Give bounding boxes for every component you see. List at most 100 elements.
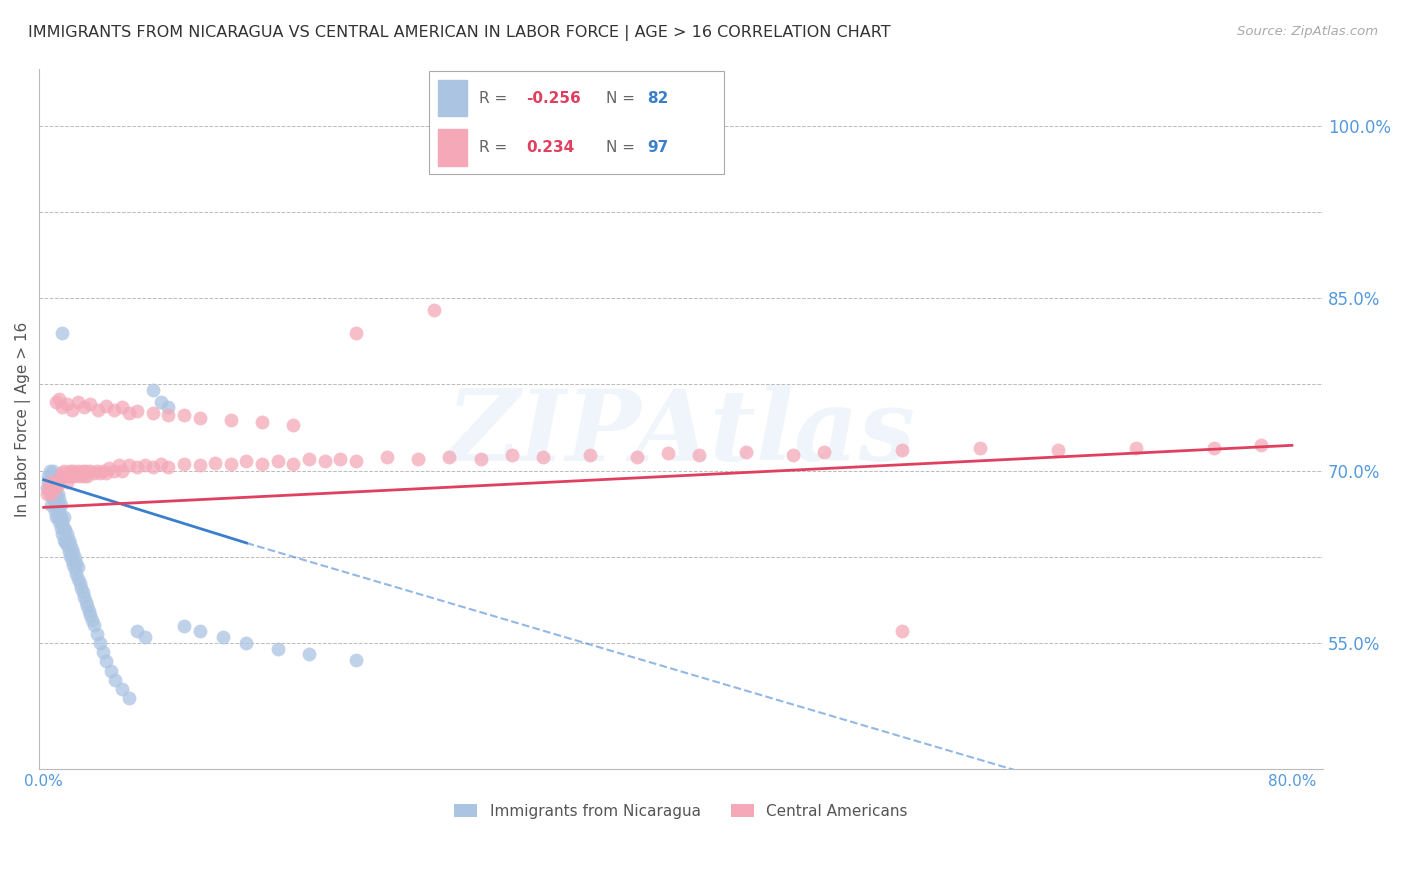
FancyBboxPatch shape (429, 71, 724, 174)
Point (89, 466, 111, 480)
Point (65, 466, 87, 480)
Point (45, 509, 67, 524)
Point (65, 556, 87, 570)
Point (35, 481, 58, 495)
Point (60, 469, 83, 483)
Text: IMMIGRANTS FROM NICARAGUA VS CENTRAL AMERICAN IN LABOR FORCE | AGE > 16 CORRELAT: IMMIGRANTS FROM NICARAGUA VS CENTRAL AME… (28, 25, 891, 41)
Point (44, 504, 66, 518)
Point (44, 492, 66, 507)
Point (157, 409, 180, 423)
Text: 0.234: 0.234 (526, 140, 575, 155)
Point (204, 456, 226, 470)
Point (48, 473, 70, 487)
Point (75, 594, 97, 608)
Point (250, 415, 273, 429)
Point (142, 460, 165, 475)
Point (41, 486, 63, 500)
Point (111, 401, 134, 415)
Text: R =: R = (479, 90, 512, 105)
Point (48, 492, 70, 507)
Point (70, 581, 93, 595)
Point (49, 498, 72, 512)
Point (66, 464, 89, 478)
Point (37, 469, 59, 483)
Point (62, 546, 84, 560)
Point (73, 590, 96, 604)
Point (37, 475, 59, 489)
Text: N =: N = (606, 140, 640, 155)
Point (65, 567, 87, 582)
Point (66, 572, 89, 586)
Point (38, 475, 60, 489)
Point (212, 630, 235, 644)
Point (49, 469, 72, 483)
Point (219, 457, 242, 471)
Point (79, 608, 101, 623)
Point (103, 464, 125, 478)
Point (45, 486, 67, 500)
Point (58, 469, 80, 483)
Point (94, 466, 117, 480)
Point (578, 448, 600, 462)
Point (72, 464, 94, 478)
Point (188, 458, 211, 472)
Point (41, 481, 63, 495)
Point (72, 585, 94, 599)
Point (62, 558, 84, 572)
Point (76, 599, 98, 614)
Point (298, 648, 321, 662)
Point (1125, 441, 1147, 455)
Point (134, 458, 156, 472)
Point (298, 452, 321, 467)
Point (501, 448, 523, 462)
Point (86, 626, 108, 640)
Point (98, 461, 121, 475)
Point (344, 326, 367, 340)
Text: Source: ZipAtlas.com: Source: ZipAtlas.com (1237, 25, 1378, 38)
Point (38, 486, 60, 500)
Point (127, 404, 149, 418)
Point (45, 394, 67, 409)
Point (127, 624, 149, 639)
Point (56, 538, 79, 552)
Point (48, 392, 70, 407)
Point (91, 464, 114, 478)
Text: -0.256: -0.256 (526, 90, 581, 105)
Point (59, 464, 82, 478)
Point (250, 457, 273, 471)
Y-axis label: In Labor Force | Age > 16: In Labor Force | Age > 16 (15, 321, 31, 516)
Point (79, 397, 101, 411)
Point (42, 481, 65, 495)
Text: ZIPAtlas: ZIPAtlas (447, 384, 915, 481)
Point (35, 486, 58, 500)
Point (41, 498, 63, 512)
Point (83, 466, 105, 480)
Text: R =: R = (479, 140, 517, 155)
Bar (437, 79, 467, 117)
Point (782, 448, 804, 462)
Text: N =: N = (606, 90, 640, 105)
Point (329, 452, 352, 467)
Point (66, 560, 89, 574)
Point (657, 446, 679, 460)
Point (267, 641, 290, 656)
Point (173, 618, 195, 632)
Point (157, 401, 180, 415)
Point (77, 604, 100, 618)
Point (89, 636, 111, 650)
Point (142, 383, 165, 397)
Point (1046, 442, 1069, 457)
Point (79, 464, 101, 478)
Point (111, 681, 134, 696)
Point (283, 417, 305, 432)
Point (45, 475, 67, 489)
Point (134, 630, 156, 644)
Point (188, 410, 211, 425)
Point (52, 464, 75, 478)
Point (51, 401, 73, 415)
Point (52, 521, 75, 535)
Point (42, 481, 65, 495)
Point (235, 636, 257, 650)
Point (890, 442, 912, 457)
Point (375, 450, 398, 464)
